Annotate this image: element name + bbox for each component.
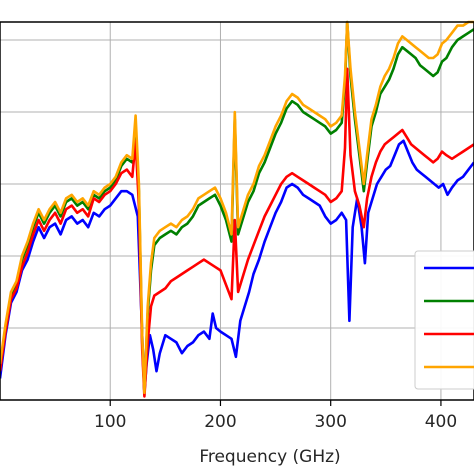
x-tick-label: 300	[314, 412, 346, 432]
x-tick-label: 200	[204, 412, 236, 432]
legend-box	[414, 250, 474, 390]
series-line-4	[0, 20, 474, 395]
series-line-1	[0, 139, 474, 395]
x-ticks: 100 200 300 400	[94, 400, 457, 432]
series-group	[0, 20, 474, 398]
series-line-2	[0, 20, 474, 395]
series-line-3	[0, 67, 474, 398]
x-tick-label: 100	[94, 412, 126, 432]
x-axis-label: Frequency (GHz)	[199, 447, 340, 467]
x-tick-label: 400	[425, 412, 457, 432]
plot-frame	[0, 21, 474, 401]
legend	[414, 250, 474, 390]
